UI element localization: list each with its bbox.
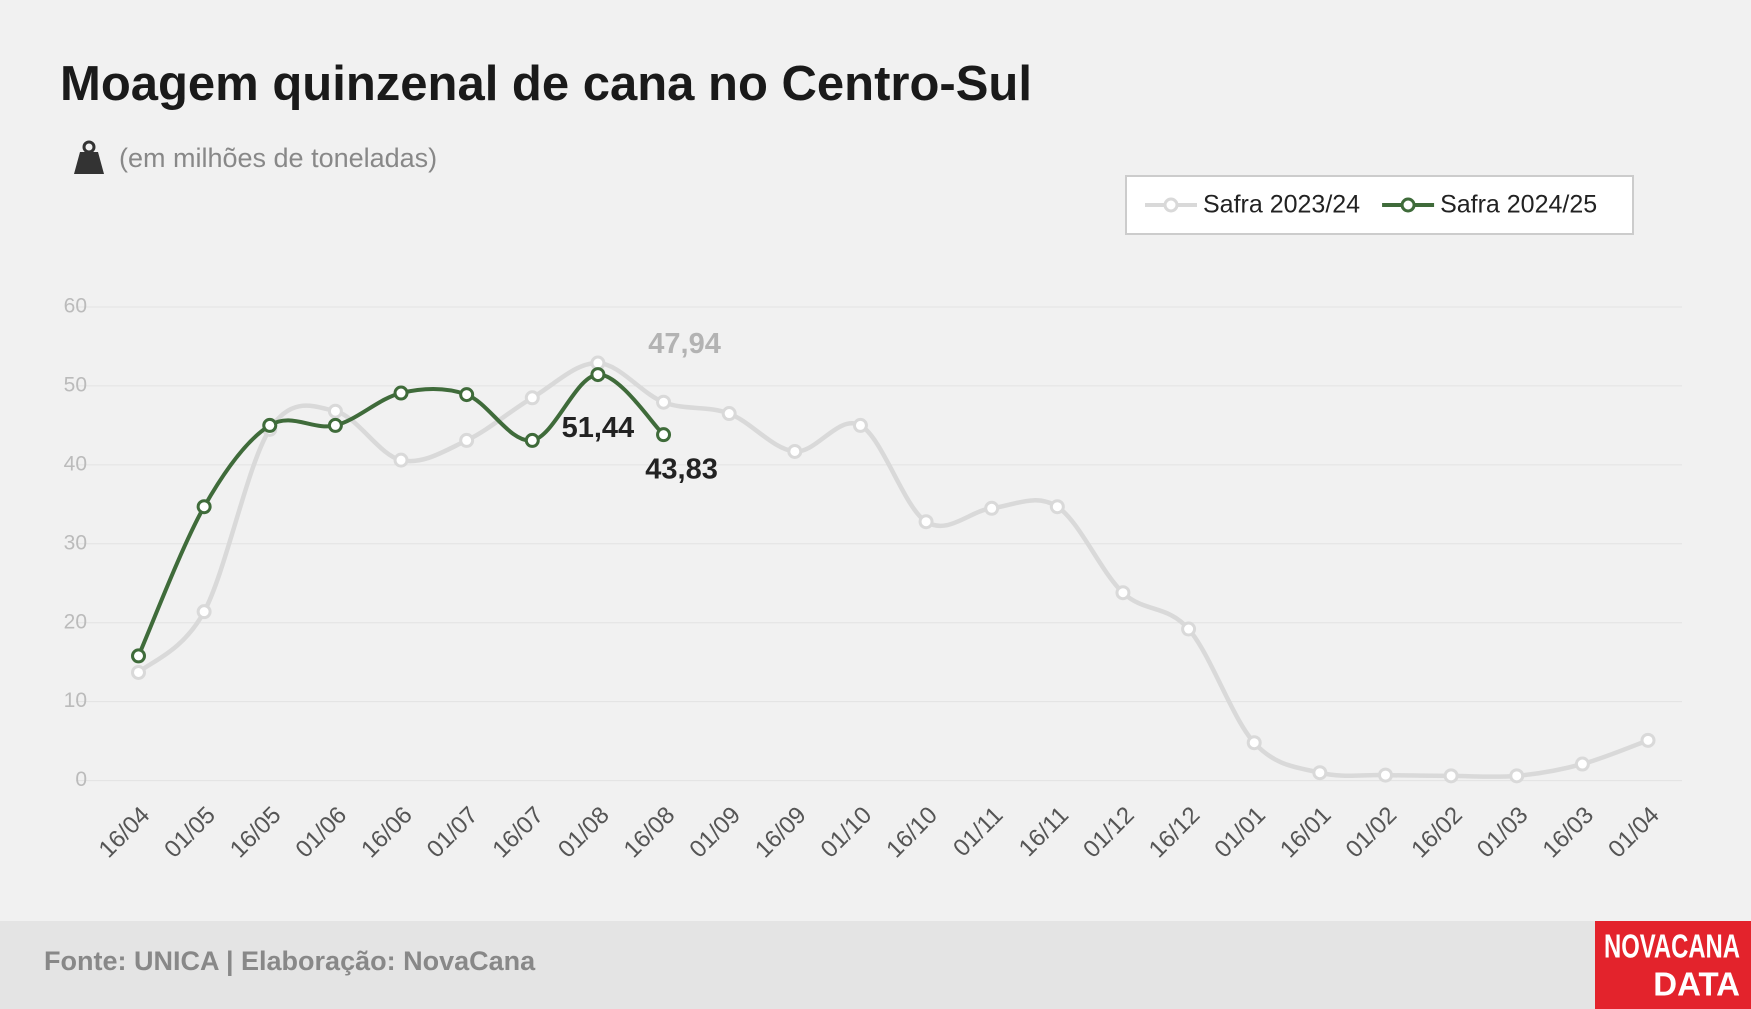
point — [1509, 768, 1525, 784]
point — [1312, 765, 1328, 781]
y-tick-label: 40 — [64, 452, 87, 475]
point — [459, 387, 475, 403]
y-tick-label: 50 — [64, 373, 87, 396]
y-tick-label: 10 — [64, 689, 87, 712]
point — [262, 417, 278, 433]
weight-icon — [74, 140, 104, 174]
point — [131, 664, 146, 680]
logo-text: NOVACANA — [1604, 928, 1740, 965]
point — [196, 499, 212, 515]
point — [1115, 585, 1131, 601]
y-tick-label: 20 — [64, 610, 87, 633]
point — [656, 427, 672, 443]
chart-title: Moagem quinzenal de cana no Centro-Sul — [60, 57, 1032, 111]
legend-box — [1125, 175, 1634, 235]
point — [787, 443, 803, 459]
point — [393, 452, 409, 468]
point — [393, 385, 409, 401]
point — [131, 648, 146, 664]
value-label: 51,44 — [562, 412, 635, 444]
value-label: 47,94 — [648, 328, 721, 360]
point — [1181, 621, 1197, 637]
point — [984, 500, 1000, 516]
point — [1377, 767, 1393, 783]
y-tick-label: 60 — [64, 295, 87, 318]
point — [1443, 768, 1459, 784]
point — [656, 394, 672, 410]
y-tick-label: 30 — [64, 531, 87, 554]
point — [459, 432, 475, 448]
point — [918, 514, 934, 530]
point — [524, 390, 540, 406]
footer — [0, 921, 1751, 1009]
point — [852, 417, 868, 433]
chart-subtitle: (em milhões de toneladas) — [119, 143, 437, 173]
point — [721, 406, 737, 422]
legend-marker — [1400, 197, 1416, 213]
value-label: 43,83 — [645, 453, 718, 485]
point — [327, 417, 343, 433]
source: Fonte: UNICA | Elaboração: NovaCana — [44, 946, 536, 976]
logo-text: DATA — [1653, 966, 1740, 1003]
point — [590, 367, 606, 383]
point — [1246, 735, 1262, 751]
legend-label: Safra 2023/24 — [1203, 191, 1360, 219]
point — [1049, 499, 1065, 515]
point — [524, 432, 540, 448]
point — [327, 403, 343, 419]
point — [1640, 732, 1656, 748]
logo — [1595, 921, 1751, 1009]
point — [1574, 756, 1590, 772]
legend-marker — [1163, 197, 1179, 213]
point — [196, 604, 212, 620]
y-tick-label: 0 — [75, 768, 87, 791]
legend-label: Safra 2024/25 — [1440, 191, 1597, 219]
